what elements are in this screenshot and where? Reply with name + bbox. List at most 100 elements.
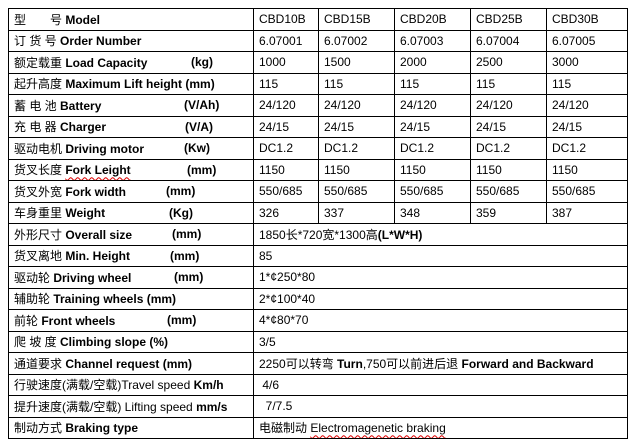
value-cell-span: 7/7.5: [253, 395, 628, 418]
label-cn: 货叉外宽: [14, 184, 66, 199]
label-en: Overall size: [65, 227, 133, 242]
spec-table-body: 型 号 Model CBD10B CBD15B CBD20B CBD25B CBD30B 订…: [8, 8, 628, 439]
label-unit: (mm): [166, 184, 196, 199]
label-cn: 蓄 电 池: [14, 98, 61, 113]
table-row: 订 货 号 Order Number 6.07001 6.07002 6.07003 6…: [8, 29, 628, 52]
value-cell-span: 85: [253, 244, 628, 267]
table-row: 驱动电机 Driving motor (Kw) DC1.2 DC1.2 DC1.2 DC1…: [8, 137, 628, 160]
value-cell: 6.07003: [394, 29, 471, 52]
value-cell-span: 2*¢100*40: [253, 287, 628, 310]
value-cell-span: 2250可以转弯 Turn,750可以前进后退 Forward and Back…: [253, 352, 628, 375]
value-cell: DC1.2: [394, 137, 471, 160]
table-row: 货叉长度 Fork Leight (mm) 1150 1150 1150 1150 1150: [8, 158, 628, 181]
value-cell: 1150: [394, 158, 471, 181]
value-text: 85: [259, 248, 273, 263]
value-cell: 550/685: [253, 180, 319, 203]
value-cell: 115: [470, 72, 547, 95]
label-unit: (mm): [170, 248, 200, 263]
value-text: 1850长*720宽*1300高: [259, 227, 378, 242]
label-en: Fork width: [65, 184, 127, 199]
value-cell: 387: [546, 201, 628, 224]
row-label: 起升高度 Maximum Lift height (mm): [8, 72, 254, 95]
value-cell: 1150: [546, 158, 628, 181]
value-cell: 2500: [470, 51, 547, 74]
value-cell: 24/15: [318, 115, 395, 138]
label-cn: 外形尺寸: [14, 227, 66, 242]
label-en: Travel speed: [121, 378, 191, 393]
table-row: 制动方式 Braking type 电磁制动 Electromagenetic b…: [8, 416, 628, 439]
label-en: Charger: [60, 120, 107, 135]
label-cn: 行驶速度(满载/空载): [14, 378, 122, 393]
row-label: 辅助轮 Training wheels (mm): [8, 287, 254, 310]
label-en: Load Capacity: [65, 55, 148, 70]
label-en: Weight: [65, 206, 106, 221]
row-label: 货叉离地 Min. Height (mm): [8, 244, 254, 267]
label-cn: 爬 坡 度: [14, 335, 61, 350]
value-text: ,750可以前进后退: [362, 356, 462, 371]
value-cell: 24/120: [318, 94, 395, 117]
value-cell: 24/15: [253, 115, 319, 138]
row-label: 蓄 电 池 Battery (V/Ah): [8, 94, 254, 117]
value-cell: CBD10B: [253, 8, 319, 31]
value-cell: 2000: [394, 51, 471, 74]
value-cell: 24/15: [546, 115, 628, 138]
value-cell: 115: [318, 72, 395, 95]
label-unit: (mm): [146, 292, 177, 307]
row-label: 行驶速度(满载/空载)Travel speed Km/h: [8, 373, 254, 396]
row-label: 驱动电机 Driving motor (Kw): [8, 137, 254, 160]
value-text: 1*¢250*80: [259, 270, 316, 285]
label-cn: 驱动轮: [14, 270, 54, 285]
row-label: 充 电 器 Charger (V/A): [8, 115, 254, 138]
label-unit: (Kg): [169, 205, 193, 220]
label-en: Order Number: [60, 34, 142, 49]
value-cell: 550/685: [546, 180, 628, 203]
value-cell: 1500: [318, 51, 395, 74]
label-unit: (V/A): [185, 119, 213, 134]
label-unit: (mm): [174, 270, 204, 285]
value-cell: DC1.2: [318, 137, 395, 160]
table-row: 起升高度 Maximum Lift height (mm) 115 115 115 11…: [8, 72, 628, 95]
value-cell: 348: [394, 201, 471, 224]
value-cell: 1150: [470, 158, 547, 181]
label-unit: (%): [149, 335, 169, 350]
label-cn: 辅助轮: [14, 292, 54, 307]
value-cell: 6.07005: [546, 29, 628, 52]
value-cell: CBD20B: [394, 8, 471, 31]
row-label: 车身重里 Weight (Kg): [8, 201, 254, 224]
label-unit: (V/Ah): [184, 98, 220, 113]
label-cn: 驱动电机: [14, 141, 66, 156]
row-label: 制动方式 Braking type: [8, 416, 254, 439]
table-row: 行驶速度(满载/空载)Travel speed Km/h 4/6: [8, 373, 628, 396]
table-row: 蓄 电 池 Battery (V/Ah) 24/120 24/120 24/120 24/…: [8, 94, 628, 117]
label-cn: 前轮: [14, 313, 42, 328]
value-cell: 24/120: [470, 94, 547, 117]
row-label: 型 号 Model: [8, 8, 254, 31]
value-cell: 359: [470, 201, 547, 224]
value-cell: 6.07004: [470, 29, 547, 52]
value-cell: DC1.2: [253, 137, 319, 160]
label-unit: (mm): [172, 227, 202, 242]
value-cell-span: 电磁制动 Electromagenetic braking: [253, 416, 628, 439]
value-text: (L*W*H): [377, 227, 423, 242]
table-row: 货叉外宽 Fork width (mm) 550/685 550/685 550/685…: [8, 180, 628, 203]
label-en: Battery: [60, 98, 102, 113]
label-en: Front wheels: [41, 313, 116, 328]
label-cn: 起升高度: [14, 77, 66, 92]
label-cn: 型 号: [14, 12, 66, 27]
label-cn: 货叉离地: [14, 249, 66, 264]
value-text: 3/5: [259, 334, 276, 349]
row-label: 订 货 号 Order Number: [8, 29, 254, 52]
row-label: 驱动轮 Driving wheel (mm): [8, 266, 254, 289]
label-en: Braking type: [65, 421, 139, 436]
value-cell: DC1.2: [470, 137, 547, 160]
value-cell: 6.07001: [253, 29, 319, 52]
value-text: 4*¢80*70: [259, 313, 309, 328]
value-text: Forward and Backward: [461, 356, 594, 371]
value-cell: 24/120: [253, 94, 319, 117]
label-unit: Km/h: [193, 378, 224, 393]
label-unit: (mm): [162, 356, 193, 371]
label-en: Maximum Lift height: [65, 77, 183, 92]
value-cell: 24/15: [470, 115, 547, 138]
value-text: 4/6: [259, 377, 280, 392]
label-en: Driving motor: [65, 141, 145, 156]
